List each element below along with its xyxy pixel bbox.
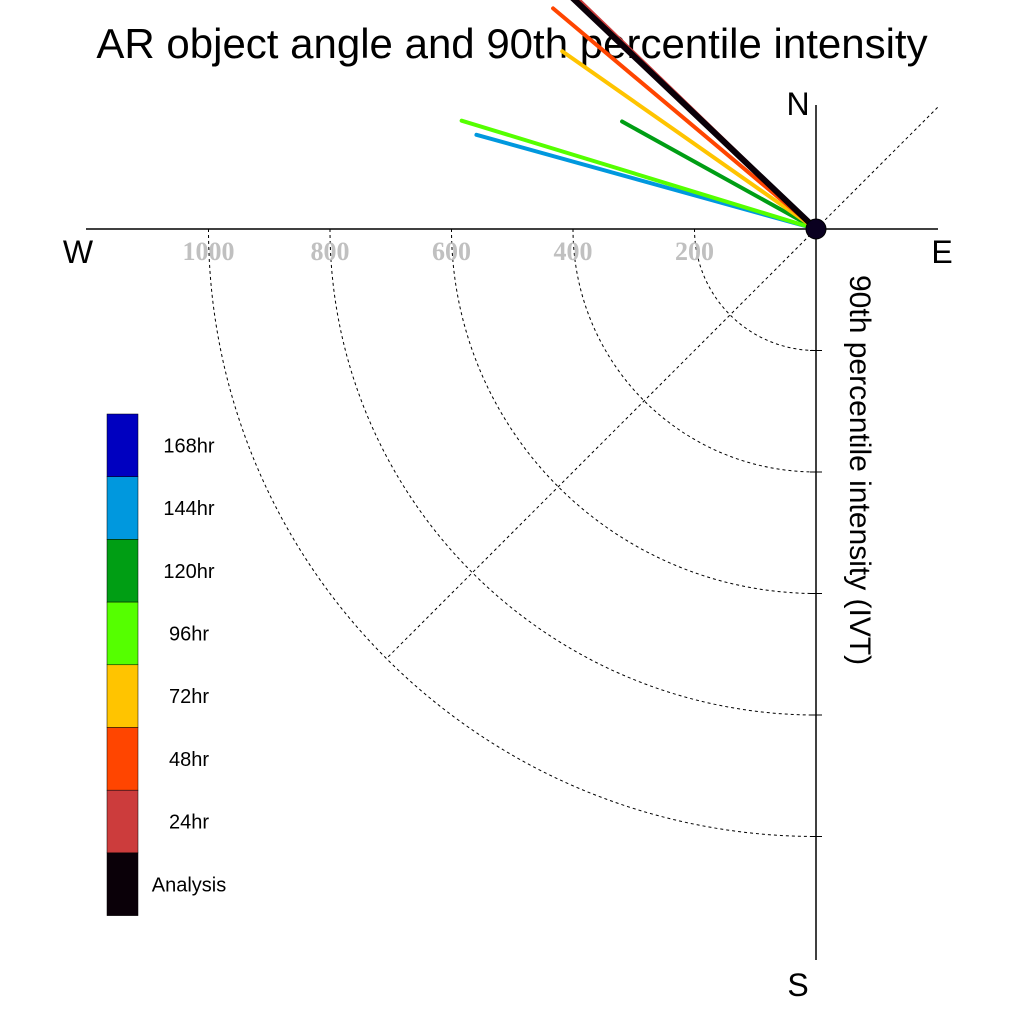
range-ring-1000 xyxy=(208,228,817,837)
legend-label-168hr: 168hr xyxy=(163,435,214,457)
chart-title: AR object angle and 90th percentile inte… xyxy=(96,20,927,67)
vector-72hr xyxy=(560,49,818,231)
range-ring-200 xyxy=(694,228,817,351)
legend-label-96hr: 96hr xyxy=(169,623,209,645)
vector-layer xyxy=(459,0,827,240)
legend-label-72hr: 72hr xyxy=(169,686,209,708)
y-axis-label: 90th percentile intensity (IVT) xyxy=(843,275,876,665)
compass-east-label: E xyxy=(931,234,952,270)
vector-120hr xyxy=(620,119,818,231)
range-ring-800 xyxy=(329,228,817,716)
legend-label-48hr: 48hr xyxy=(169,749,209,771)
legend-label-24hr: 24hr xyxy=(169,812,209,834)
tick-layer: 200 400 600 800 1000 xyxy=(183,237,715,266)
vector-48hr xyxy=(551,6,818,231)
legend-swatch-24hr xyxy=(106,789,139,854)
tick-label-400: 400 xyxy=(554,237,593,266)
compass-north-label: N xyxy=(786,86,809,122)
vector-analysis xyxy=(570,0,819,232)
origin-marker xyxy=(805,218,827,240)
range-ring-400 xyxy=(572,228,817,473)
tick-label-800: 800 xyxy=(311,237,350,266)
range-ring-600 xyxy=(451,228,817,594)
legend-label-144hr: 144hr xyxy=(163,498,214,520)
vector-96hr xyxy=(459,118,818,231)
legend-swatch-144hr xyxy=(106,476,139,540)
legend-swatch-48hr xyxy=(106,727,139,791)
tick-label-1000: 1000 xyxy=(183,237,235,266)
legend-swatch-168hr xyxy=(106,413,139,477)
axis-layer xyxy=(86,105,938,960)
legend-swatch-72hr xyxy=(106,664,139,728)
legend: 168hr 144hr 120hr 96hr 72hr 48hr 24hr Analysis xyxy=(106,413,226,916)
legend-label-120hr: 120hr xyxy=(163,561,214,583)
legend-swatch-analysis xyxy=(106,852,139,916)
legend-swatch-96hr xyxy=(106,601,139,666)
compass-south-label: S xyxy=(787,967,808,1003)
compass-west-label: W xyxy=(63,234,94,270)
grid-layer xyxy=(208,107,938,837)
legend-label-analysis: Analysis xyxy=(152,874,226,896)
tick-label-600: 600 xyxy=(432,237,471,266)
legend-swatch-120hr xyxy=(106,539,139,603)
tick-label-200: 200 xyxy=(675,237,714,266)
